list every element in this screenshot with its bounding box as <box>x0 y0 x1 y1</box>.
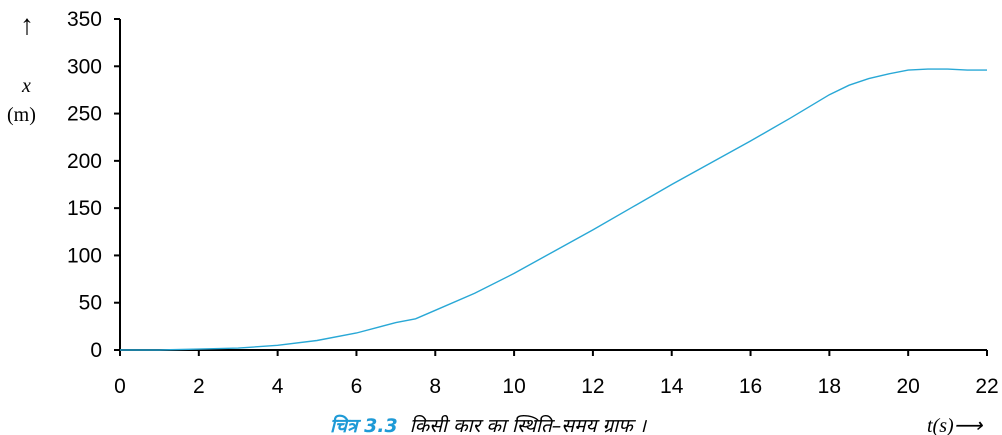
x-tick-label: 2 <box>193 375 205 398</box>
figure-number: चित्र 3.3 <box>330 414 398 435</box>
x-tick-label: 12 <box>581 375 604 398</box>
x-axis-ticks: 0 2 4 6 8 10 12 14 16 18 20 22 <box>114 350 999 398</box>
x-axis-label: t(s)⟶ <box>927 415 984 435</box>
x-tick-label: 22 <box>975 375 998 398</box>
y-tick-label: 0 <box>90 339 102 362</box>
y-tick-label: 350 <box>67 8 102 31</box>
x-tick-label: 16 <box>739 375 762 398</box>
x-tick-label: 14 <box>660 375 684 398</box>
x-tick-label: 20 <box>897 375 920 398</box>
y-tick-label: 150 <box>67 197 102 220</box>
x-tick-label: 6 <box>351 375 363 398</box>
y-tick-label: 50 <box>79 292 102 315</box>
x-tick-label: 8 <box>429 375 441 398</box>
x-tick-label: 0 <box>114 375 126 398</box>
y-axis-label-unit: (m) <box>7 104 36 126</box>
x-tick-label: 18 <box>818 375 841 398</box>
x-tick-label: 10 <box>502 375 525 398</box>
x-tick-label: 4 <box>272 375 284 398</box>
figure-caption-text: किसी कार का स्थिति–समय ग्राफ । <box>410 414 648 435</box>
y-axis-ticks: 0 50 100 150 200 250 300 350 <box>67 8 120 362</box>
y-axis-arrow: ↑ <box>20 10 34 41</box>
figure-caption: चित्र 3.3 किसी कार का स्थिति–समय ग्राफ । <box>330 414 648 435</box>
y-tick-label: 250 <box>67 103 102 126</box>
series-line <box>120 68 987 351</box>
y-tick-label: 100 <box>67 244 102 267</box>
y-axis-label-symbol: x <box>21 75 31 97</box>
y-tick-label: 200 <box>67 150 102 173</box>
y-tick-label: 300 <box>67 55 102 78</box>
